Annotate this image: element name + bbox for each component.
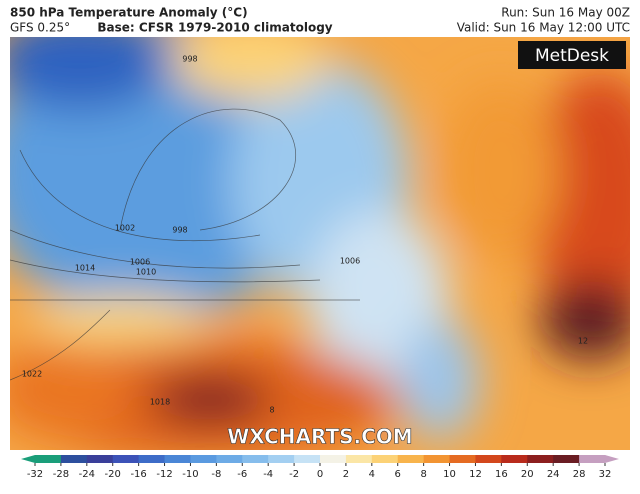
colorbar-segment [371,455,399,463]
colorbar-label: -6 [237,469,247,480]
colorbar-label: -12 [156,469,172,480]
colorbar-label: -2 [289,469,299,480]
colorbar-arrow-right [605,455,619,463]
colorbar-label: 12 [469,469,482,480]
colorbar-segment [294,455,321,463]
colorbar-segment [527,455,554,463]
colorbar-segment [397,455,425,463]
colorbar-label: 20 [521,469,534,480]
colorbar-label: 0 [317,469,323,480]
colorbar-segment [216,455,243,463]
contour-label: 1014 [75,264,95,273]
colorbar-label: 32 [599,469,612,480]
colorbar-segment [268,455,295,463]
colorbar-label: 28 [573,469,586,480]
colorbar-label: 16 [495,469,508,480]
run: Run: Sun 16 May 00Z [501,6,630,20]
contour-label: 1010 [136,268,156,277]
colorbar-arrow-left [21,455,35,463]
colorbar-segment [320,455,347,463]
contour-label: 1006 [340,257,360,266]
isobars [10,108,360,381]
colorbar-label: -32 [27,469,43,480]
colorbar-segment [423,455,451,463]
colorbar-segment [579,455,606,463]
model: GFS 0.25° [10,21,70,35]
colorbar-label: 2 [343,469,349,480]
colorbar-segment [35,455,62,463]
colorbar-segment [164,455,191,463]
watermark: WXCHARTS.COM [227,425,412,449]
contour-label: 12 [578,337,588,346]
colorbar-label: -16 [130,469,146,480]
colorbar-label: 10 [443,469,456,480]
colorbar-segment [475,455,502,463]
title: 850 hPa Temperature Anomaly (°C) [10,6,248,20]
colorbar-label: 6 [395,469,401,480]
colorbar-segment [112,455,140,463]
contour-label: 1022 [22,370,42,379]
contour-label: 1002 [115,224,135,233]
colorbar-segment [553,455,580,463]
contour-label: 1018 [150,398,170,407]
colorbar-label: 24 [547,469,560,480]
colorbar-segment [190,455,217,463]
base: Base: CFSR 1979-2010 climatology [97,21,332,35]
colorbar-label: -24 [79,469,95,480]
colorbar-label: -20 [105,469,121,480]
valid: Valid: Sun 16 May 12:00 UTC [457,21,630,35]
colorbar-segment [60,455,88,463]
colorbar: -32 -28 -24 -20 -16 -12 -10 -8 -6 -4 -2 0 2 4 6 8 10 12 16… [21,455,619,480]
logo: MetDesk [535,46,609,66]
colorbar-segment [242,455,269,463]
colorbar-label: -28 [53,469,69,480]
colorbar-segment [501,455,528,463]
map: MetDesk WXCHARTS.COM [10,37,630,450]
colorbar-segment [86,455,114,463]
colorbar-segment [345,455,373,463]
colorbar-label: 4 [369,469,375,480]
contour-label: 1006 [130,258,150,267]
anomaly-field [10,37,630,450]
contour-label: 8 [269,406,274,415]
colorbar-label: 8 [420,469,426,480]
contour-label: 998 [182,55,197,64]
colorbar-label: -4 [263,469,273,480]
colorbar-segment [449,455,476,463]
colorbar-label: -8 [211,469,221,480]
logo-box [518,41,626,69]
colorbar-label: -10 [182,469,198,480]
contour-label: 998 [172,226,187,235]
colorbar-segment [138,455,166,463]
